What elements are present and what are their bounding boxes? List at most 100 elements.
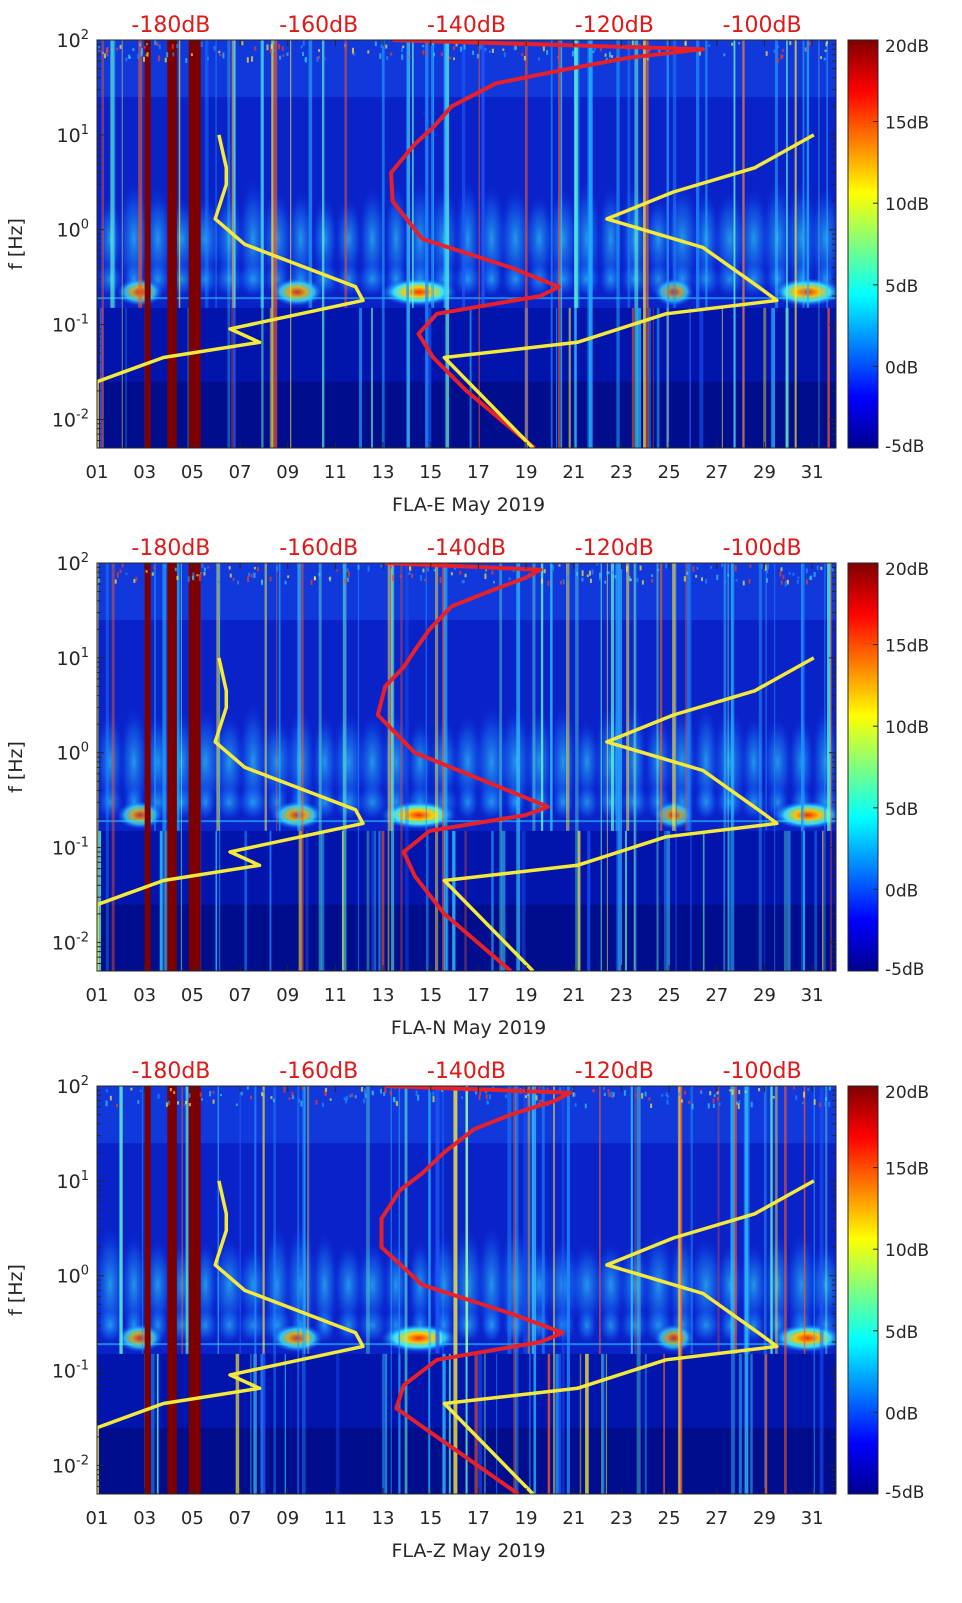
speckle xyxy=(816,565,819,571)
spectral-streak xyxy=(527,1086,531,1354)
speckle xyxy=(198,575,201,581)
data-gap-column xyxy=(144,1086,151,1494)
spectral-streak xyxy=(656,563,659,971)
speckle xyxy=(611,1095,614,1099)
speckle xyxy=(270,1096,273,1099)
noise-blob xyxy=(333,1243,364,1327)
colorbar-label: -5dB xyxy=(885,1483,924,1503)
speckle xyxy=(145,43,148,46)
speckle xyxy=(773,49,776,53)
spectral-streak xyxy=(634,40,639,448)
colorbar-label: 20dB xyxy=(885,37,929,57)
noise-blob xyxy=(576,1307,598,1344)
speckle xyxy=(165,1102,168,1107)
spectral-streak xyxy=(763,830,766,971)
speckle xyxy=(687,1100,690,1104)
spectral-streak xyxy=(627,40,631,308)
speckle xyxy=(125,57,128,62)
speckle xyxy=(641,1092,644,1099)
speckle xyxy=(146,52,149,57)
speckle xyxy=(137,54,140,60)
spectral-streak xyxy=(555,307,558,448)
speckle xyxy=(484,47,487,51)
spectral-streak xyxy=(541,1086,545,1354)
spectral-streak xyxy=(818,40,820,448)
y-tick-label: 100 xyxy=(57,741,89,765)
panel-2: 01 03 05 07 09 11 13 15 17 19 21 23 25 27 29 31 FLA-N Ma… xyxy=(5,536,929,1039)
speckle xyxy=(166,52,169,58)
speckle xyxy=(724,579,727,584)
speckle xyxy=(523,55,526,61)
x-tick-label: 21 xyxy=(562,1508,585,1529)
speckle xyxy=(607,571,610,574)
spectral-streak xyxy=(357,563,360,971)
colorbar-label: 15dB xyxy=(885,114,929,134)
spectral-streak xyxy=(822,830,824,971)
speckle xyxy=(269,48,272,54)
noise-blob xyxy=(618,1241,651,1329)
spectral-streak xyxy=(690,1086,693,1354)
speckle xyxy=(488,1094,491,1100)
colorbar-label: -5dB xyxy=(885,960,924,980)
spectral-streak xyxy=(770,1086,773,1354)
spectral-streak xyxy=(616,40,620,448)
speckle xyxy=(185,57,188,63)
spectral-streak xyxy=(162,563,167,831)
speckle xyxy=(780,567,783,572)
speckle xyxy=(251,56,254,62)
speckle xyxy=(786,580,789,585)
spectral-streak xyxy=(404,1086,408,1494)
speckle xyxy=(374,41,377,47)
speckle xyxy=(542,46,545,52)
speckle xyxy=(125,572,128,575)
spectral-streak xyxy=(318,563,322,971)
speckle xyxy=(228,566,231,570)
spectral-streak xyxy=(381,830,385,971)
speckle xyxy=(562,579,565,585)
speckle xyxy=(325,1087,328,1092)
spectral-streak xyxy=(533,1086,537,1494)
yellow-model-line-1 xyxy=(97,657,365,971)
speckle xyxy=(796,579,799,584)
noise-blob xyxy=(524,194,554,284)
spectral-streak xyxy=(631,307,634,448)
noise-blob xyxy=(599,1307,623,1344)
speckle xyxy=(422,568,425,573)
speckle xyxy=(592,50,595,53)
speckle xyxy=(808,41,811,46)
data-gap-column xyxy=(167,563,177,971)
spectral-streak xyxy=(765,563,767,831)
speckle xyxy=(658,49,661,54)
speckle xyxy=(157,1093,160,1099)
db-axis-label: -120dB xyxy=(575,13,654,38)
spectral-streak xyxy=(366,1086,370,1354)
speckle xyxy=(820,566,823,570)
speckle xyxy=(291,1095,294,1100)
speckle xyxy=(191,575,194,580)
speckle xyxy=(151,572,154,576)
speckle xyxy=(354,1095,357,1099)
speckle xyxy=(247,572,250,577)
spectral-streak xyxy=(630,1086,633,1354)
speckle xyxy=(106,54,109,57)
noise-blob xyxy=(479,261,504,298)
speckle xyxy=(291,1091,294,1097)
speckle xyxy=(219,54,222,57)
speckle xyxy=(713,1094,716,1098)
speckle xyxy=(608,51,611,57)
speckle xyxy=(449,56,452,60)
speckle xyxy=(345,1098,348,1104)
db-axis-label: -120dB xyxy=(575,536,654,561)
spectral-streak xyxy=(513,1086,517,1494)
speckle xyxy=(795,1095,798,1100)
spectral-streak xyxy=(677,1086,681,1494)
colorbar-label: 15dB xyxy=(885,637,929,657)
spectral-streak xyxy=(406,40,409,448)
speckle xyxy=(809,576,812,580)
noise-blob xyxy=(644,714,673,810)
y-tick-label: 102 xyxy=(57,551,89,575)
noise-blob xyxy=(334,198,363,280)
speckle xyxy=(336,569,339,572)
db-axis-label: -100dB xyxy=(723,13,802,38)
spectral-streak xyxy=(308,40,313,308)
